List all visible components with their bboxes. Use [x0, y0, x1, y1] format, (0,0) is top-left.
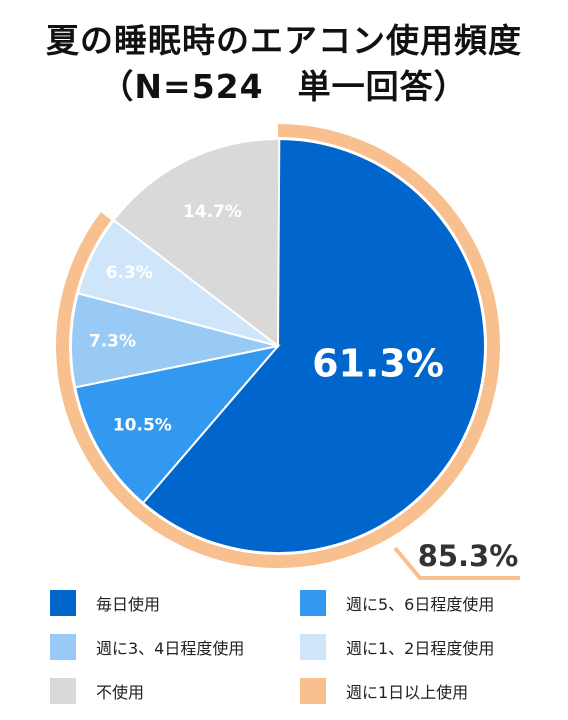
legend-label: 週に5、6日程度使用	[346, 595, 495, 614]
pie-slice-0	[141, 137, 486, 554]
legend-label: 不使用	[96, 683, 145, 702]
legend-label: 週に3、4日程度使用	[96, 639, 245, 658]
chart-legend: 毎日使用 週に5、6日程度使用週に3、4日程度使用 週に1、2日程度使用不使用 週に1…	[50, 590, 550, 704]
legend-item: 週に3、4日程度使用	[50, 634, 300, 660]
legend-item: 週に5、6日程度使用	[300, 590, 550, 616]
legend-label: 毎日使用	[96, 595, 161, 614]
slice-label-4: 14.7%	[183, 202, 242, 222]
slice-label-2: 7.3%	[89, 331, 136, 351]
chart-title: 夏の睡眠時のエアコン使用頻度	[46, 21, 522, 60]
legend-swatch	[50, 590, 76, 616]
highlight-callout-line	[393, 546, 520, 580]
legend-item: 毎日使用	[50, 590, 300, 616]
legend-label: 週に1日以上使用	[346, 683, 469, 702]
legend-item: 週に1、2日程度使用	[300, 634, 550, 660]
legend-item: 不使用	[50, 678, 300, 704]
legend-swatch	[300, 634, 326, 660]
legend-swatch	[300, 590, 326, 616]
pie-slice-4	[112, 138, 281, 349]
pie-chart: 61.3% 10.5% 7.3% 6.3% 14.7% 85.3%	[56, 124, 520, 580]
chart-subtitle: （N=524 単一回答）	[100, 67, 468, 106]
slice-label-1: 10.5%	[113, 416, 172, 436]
legend-item: 週に1日以上使用	[300, 678, 550, 704]
highlight-value-label: 85.3%	[418, 539, 519, 573]
pie-slice-1	[73, 344, 281, 505]
legend-label: 週に1、2日程度使用	[346, 639, 495, 658]
slice-label-3: 6.3%	[106, 263, 153, 283]
slice-label-0: 61.3%	[312, 342, 444, 386]
legend-swatch	[50, 678, 76, 704]
legend-swatch	[50, 634, 76, 660]
legend-swatch	[300, 678, 326, 704]
